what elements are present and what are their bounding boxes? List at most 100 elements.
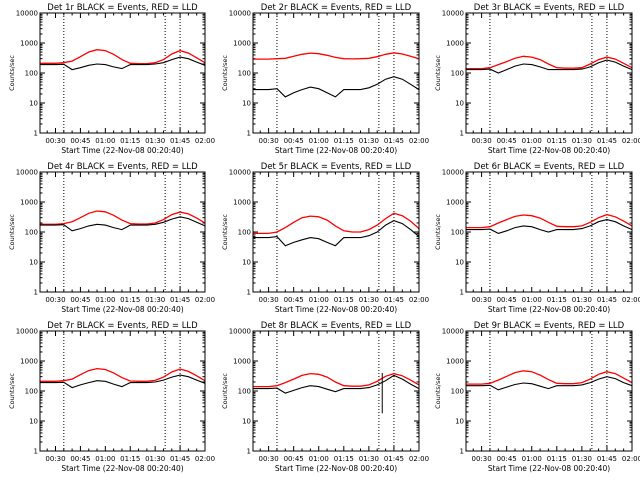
x-tick-label: 00:45 — [70, 296, 90, 304]
x-tick-label: 00:30 — [45, 137, 65, 145]
y-tick-label: 1000 — [233, 199, 251, 207]
y-tick-label: 10 — [242, 100, 251, 108]
x-tick-label: 02:00 — [195, 296, 215, 304]
x-tick-label: 01:30 — [572, 137, 592, 145]
y-tick-label: 1000 — [446, 40, 464, 48]
y-axis-label: Counts/sec — [434, 55, 442, 91]
panel-5: Det 5r BLACK = Events, RED = LLD 1 10 100 10… — [221, 162, 429, 314]
series-line-lld — [466, 55, 633, 70]
x-axis-label: Start Time (22-Nov-08 00:20:40) — [488, 146, 610, 155]
y-tick-label: 100 — [25, 229, 38, 237]
x-tick-label: 00:45 — [284, 137, 304, 145]
x-tick-label: 01:15 — [547, 137, 567, 145]
series-line-lld — [466, 370, 633, 385]
x-tick-label: 00:30 — [45, 296, 65, 304]
series-line-events — [40, 374, 206, 389]
panel-1: Det 1r BLACK = Events, RED = LLD 1 10 100 10… — [8, 3, 215, 155]
panel-2: Det 2r BLACK = Events, RED = LLD 1 10 100 10… — [221, 3, 429, 155]
x-tick-label: 01:00 — [95, 296, 115, 304]
x-tick-label: 01:30 — [572, 296, 592, 304]
x-tick-label: 02:00 — [622, 455, 640, 463]
x-tick-label: 00:45 — [284, 455, 304, 463]
panel-title: Det 7r BLACK = Events, RED = LLD — [47, 321, 198, 331]
y-tick-label: 10 — [455, 418, 464, 426]
y-axis-label: Counts/sec — [8, 214, 16, 250]
y-axis-label: Counts/sec — [221, 373, 229, 409]
x-tick-label: 01:15 — [120, 137, 140, 145]
panel-4: Det 4r BLACK = Events, RED = LLD 1 10 100 10… — [8, 162, 215, 314]
y-tick-label: 1 — [247, 448, 251, 456]
x-tick-label: 01:15 — [120, 296, 140, 304]
series-line-lld — [466, 213, 633, 229]
y-axis-label: Counts/sec — [434, 214, 442, 250]
series-line-events — [253, 374, 420, 394]
y-tick-label: 100 — [451, 388, 464, 396]
x-tick-label: 01:45 — [170, 296, 190, 304]
x-tick-label: 01:30 — [145, 455, 165, 463]
x-tick-label: 01:00 — [309, 296, 329, 304]
x-tick-label: 00:30 — [472, 137, 492, 145]
plot-frame — [252, 12, 420, 134]
x-axis-label: Start Time (22-Nov-08 00:20:40) — [61, 464, 183, 473]
x-tick-label: 02:00 — [195, 137, 215, 145]
y-tick-label: 1 — [34, 448, 38, 456]
x-tick-label: 01:15 — [334, 455, 354, 463]
y-tick-label: 10000 — [229, 10, 251, 18]
panel-3: Det 3r BLACK = Events, RED = LLD 1 10 100 10… — [434, 3, 640, 155]
x-tick-label: 01:00 — [522, 137, 542, 145]
plot-frame — [465, 330, 633, 452]
y-axis-label: Counts/sec — [434, 373, 442, 409]
series-line-lld — [40, 367, 206, 382]
y-tick-label: 100 — [451, 70, 464, 78]
series-line-events — [40, 216, 206, 232]
x-axis-label: Start Time (22-Nov-08 00:20:40) — [488, 464, 610, 473]
x-tick-label: 00:45 — [497, 455, 517, 463]
x-tick-label: 00:30 — [472, 455, 492, 463]
y-tick-label: 100 — [451, 229, 464, 237]
x-tick-label: 01:45 — [170, 137, 190, 145]
panel-title: Det 3r BLACK = Events, RED = LLD — [474, 3, 625, 13]
x-axis-label: Start Time (22-Nov-08 00:20:40) — [275, 146, 397, 155]
y-tick-label: 10000 — [16, 328, 38, 336]
panel-7: Det 7r BLACK = Events, RED = LLD 1 10 100 10… — [8, 321, 215, 473]
series-line-lld — [40, 49, 206, 65]
panel-title: Det 9r BLACK = Events, RED = LLD — [474, 321, 625, 331]
x-tick-label: 01:30 — [359, 137, 379, 145]
y-tick-label: 10000 — [229, 169, 251, 177]
y-tick-label: 1 — [247, 289, 251, 297]
y-tick-label: 10 — [29, 259, 38, 267]
x-tick-label: 02:00 — [409, 455, 429, 463]
y-tick-label: 1000 — [446, 199, 464, 207]
series-line-events — [466, 219, 633, 234]
x-axis-label: Start Time (22-Nov-08 00:20:40) — [61, 305, 183, 314]
y-tick-label: 1000 — [20, 40, 38, 48]
series-line-events — [466, 59, 633, 74]
y-tick-label: 100 — [238, 388, 251, 396]
y-tick-label: 10000 — [229, 328, 251, 336]
x-tick-label: 00:45 — [284, 296, 304, 304]
x-tick-label: 01:00 — [309, 137, 329, 145]
panel-9: Det 9r BLACK = Events, RED = LLD 1 10 100 10… — [434, 321, 640, 473]
x-tick-label: 02:00 — [622, 296, 640, 304]
y-tick-label: 10 — [29, 100, 38, 108]
plot-frame — [39, 12, 206, 134]
x-axis-label: Start Time (22-Nov-08 00:20:40) — [488, 305, 610, 314]
x-tick-label: 01:00 — [522, 296, 542, 304]
y-tick-label: 10 — [242, 259, 251, 267]
y-tick-label: 10 — [29, 418, 38, 426]
x-tick-label: 01:45 — [597, 137, 617, 145]
panel-6: Det 6r BLACK = Events, RED = LLD 1 10 100 10… — [434, 162, 640, 314]
x-tick-label: 01:00 — [522, 455, 542, 463]
x-tick-label: 02:00 — [622, 137, 640, 145]
panel-title: Det 6r BLACK = Events, RED = LLD — [474, 162, 625, 172]
y-tick-label: 100 — [25, 388, 38, 396]
panel-title: Det 1r BLACK = Events, RED = LLD — [47, 3, 198, 13]
y-tick-label: 1 — [460, 289, 464, 297]
x-tick-label: 01:15 — [547, 296, 567, 304]
x-tick-label: 01:30 — [145, 137, 165, 145]
x-tick-label: 01:30 — [572, 455, 592, 463]
y-axis-label: Counts/sec — [8, 373, 16, 409]
y-tick-label: 10000 — [16, 169, 38, 177]
series-line-lld — [253, 372, 420, 388]
